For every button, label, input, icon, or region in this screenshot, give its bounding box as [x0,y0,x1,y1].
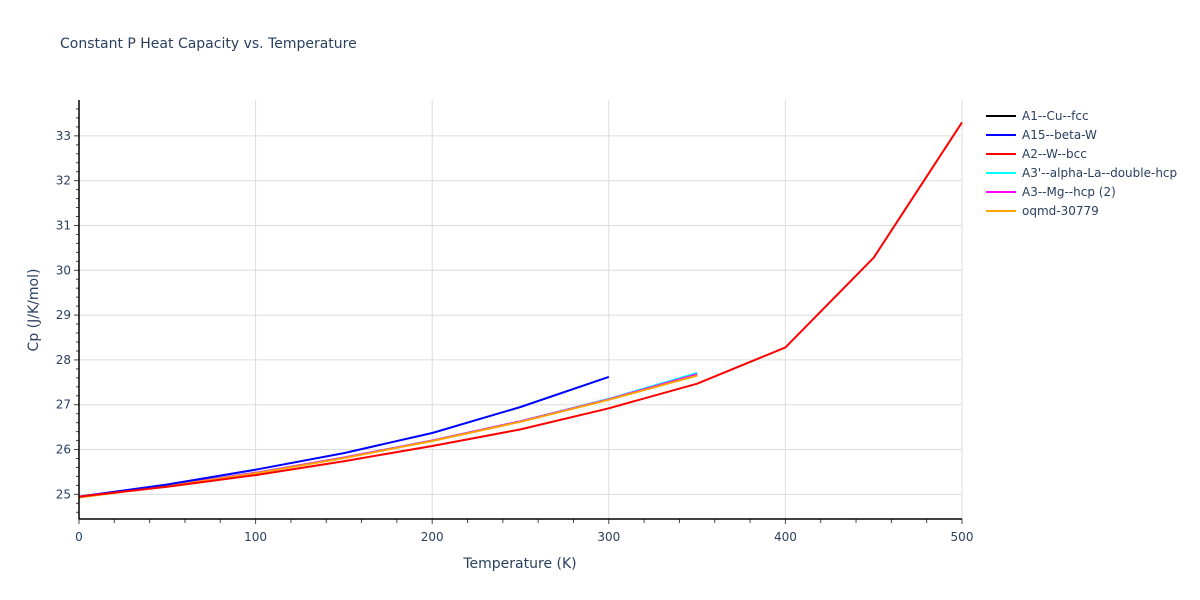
legend-swatch-icon [986,171,1016,174]
legend: A1--Cu--fcc A15--beta-W A2--W--bcc A3'--alp… [986,106,1177,220]
legend-label: A15--beta-W [1022,127,1097,142]
y-tick-label: 30 [56,263,71,277]
series-line[interactable] [78,375,610,498]
y-tick-label: 33 [56,129,71,143]
y-tick-label: 25 [56,487,71,501]
legend-item[interactable]: A2--W--bcc [986,144,1177,163]
y-tick-label: 31 [56,218,71,232]
y-tick-label: 28 [56,353,71,367]
legend-label: A3'--alpha-La--double-hcp [1022,165,1178,180]
legend-swatch-icon [986,133,1016,136]
legend-label: A2--W--bcc [1022,146,1087,161]
y-axis-title: Cp (J/K/mol) [26,269,42,352]
legend-swatch-icon [986,114,1016,117]
legend-item[interactable]: oqmd-30779 [986,201,1177,220]
y-tick-label: 26 [56,443,71,457]
legend-swatch-icon [986,190,1016,193]
y-tick-label: 32 [56,174,71,188]
legend-label: A3--Mg--hcp (2) [1022,184,1116,199]
x-tick-label: 200 [421,530,444,544]
axes: 0 100 200 300 400 500 25 26 27 28 29 30 31 32 33 [56,100,974,544]
legend-swatch-icon [986,152,1016,155]
series-line[interactable] [78,373,698,498]
legend-item[interactable]: A1--Cu--fcc [986,106,1177,125]
y-tick-label: 29 [56,308,71,322]
series-line[interactable] [78,373,698,498]
series-line[interactable] [78,371,698,498]
series-lines [78,121,963,499]
x-tick-label: 400 [774,530,797,544]
series-line[interactable] [78,121,963,498]
legend-item[interactable]: A3'--alpha-La--double-hcp [986,163,1177,182]
x-tick-label: 0 [75,530,83,544]
chart-title: Constant P Heat Capacity vs. Temperature [60,36,357,52]
x-tick-label: 100 [244,530,267,544]
legend-label: A1--Cu--fcc [1022,108,1089,123]
x-axis-title: Temperature (K) [462,556,576,572]
legend-item[interactable]: A3--Mg--hcp (2) [986,182,1177,201]
x-tick-label: 300 [597,530,620,544]
gridlines [79,100,963,519]
legend-label: oqmd-30779 [1022,203,1099,218]
y-tick-label: 27 [56,398,71,412]
series-line[interactable] [78,374,698,499]
legend-swatch-icon [986,209,1016,212]
x-tick-label: 500 [951,530,974,544]
legend-item[interactable]: A15--beta-W [986,125,1177,144]
